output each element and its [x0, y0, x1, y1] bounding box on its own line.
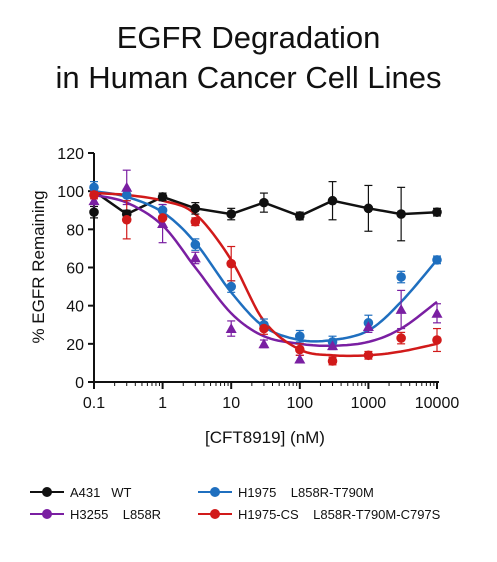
- y-tick-label-120: 120: [57, 146, 84, 163]
- series-0-point: [226, 209, 236, 219]
- x-tick-label-100: 100: [286, 395, 313, 412]
- y-tick-label-40: 40: [66, 299, 84, 316]
- legend-item-h1975-cs: H1975-CS L858R-T790M-C797S: [198, 505, 440, 523]
- series-0-point: [295, 211, 305, 221]
- chart-plot: 0 20 40 60 80 100 120 0.1 1 10 100 1000 10000 [CFT89…: [29, 146, 459, 447]
- series-1-point: [432, 255, 442, 265]
- series-2-point: [395, 303, 407, 314]
- series-0-point: [89, 207, 99, 217]
- x-tick-label-1000: 1000: [351, 395, 387, 412]
- x-tick-label-0.1: 0.1: [83, 395, 105, 412]
- legend-item-a431: A431 WT: [30, 483, 131, 501]
- series-2-point: [327, 340, 339, 351]
- series-1-point: [121, 190, 132, 200]
- series-2-point: [157, 218, 169, 229]
- series-3-point: [327, 356, 338, 366]
- series-3-point: [363, 350, 374, 361]
- series-3-point: [396, 333, 406, 343]
- series-3-point: [259, 323, 269, 334]
- series-1-point: [89, 182, 99, 193]
- legend-item-h3255: H3255 L858R: [30, 505, 161, 523]
- legend-marker-h3255: [30, 508, 64, 520]
- series-2-point: [189, 252, 201, 263]
- series-0-point: [259, 197, 269, 208]
- y-tick-label-20: 20: [66, 337, 84, 354]
- legend-item-h1975: H1975 L858R-T790M: [198, 483, 374, 501]
- series-3-point: [295, 344, 305, 355]
- series-2-point: [225, 323, 237, 333]
- series-3-point: [432, 335, 442, 345]
- chart-title: EGFR Degradation in Human Cancer Cell Li…: [0, 18, 497, 98]
- y-tick-label-100: 100: [57, 184, 84, 201]
- x-tick-label-10: 10: [222, 395, 240, 412]
- series-0-point: [327, 195, 338, 206]
- legend-marker-a431: [30, 486, 64, 498]
- data-points: [88, 181, 443, 366]
- y-tick-label-60: 60: [66, 261, 84, 278]
- series-2-point: [362, 321, 374, 332]
- series-1-point: [226, 281, 236, 292]
- series-0-point: [363, 203, 374, 214]
- series-3-point: [157, 213, 168, 223]
- series-0-point: [157, 192, 168, 202]
- series-2-point: [258, 338, 270, 349]
- series-0-point: [396, 209, 406, 219]
- legend-label-h1975-cs: H1975-CS L858R-T790M-C797S: [238, 506, 441, 522]
- series-1-point: [157, 205, 168, 216]
- series-3-point: [121, 214, 132, 225]
- y-tick-label-0: 0: [75, 375, 84, 392]
- series-2-point: [294, 353, 306, 364]
- series-1-point: [396, 272, 406, 282]
- series-2-point: [88, 195, 100, 206]
- chart-title-line-2: in Human Cancer Cell Lines: [55, 60, 442, 95]
- series-2-point: [121, 181, 133, 192]
- legend-label-h3255: H3255 L858R: [70, 506, 162, 522]
- legend-label-a431: A431 WT: [70, 484, 132, 500]
- legend-label-h1975: H1975 L858R-T790M: [238, 484, 374, 500]
- x-tick-label-1: 1: [158, 395, 167, 412]
- series-3-point: [226, 258, 236, 269]
- tick-labels: 0 20 40 60 80 100 120 0.1 1 10 100 1000 10000: [57, 146, 459, 412]
- series-1-point: [190, 239, 201, 250]
- series-0-point: [432, 207, 442, 217]
- legend-marker-h1975: [198, 486, 232, 498]
- legend-marker-h1975-cs: [198, 508, 232, 520]
- legend: A431 WT H1975 L858R-T790M H3255 L858R H1…: [30, 483, 490, 527]
- series-3-point: [190, 216, 201, 227]
- series-3-point: [89, 190, 99, 200]
- y-axis-label: % EGFR Remaining: [29, 190, 48, 343]
- series-2-curve: [93, 193, 438, 348]
- series-2-point: [431, 307, 443, 318]
- series-1-point: [295, 331, 305, 342]
- x-axis-label: [CFT8919] (nM): [205, 428, 325, 447]
- series-0-point: [190, 203, 201, 214]
- x-tick-label-10000: 10000: [415, 395, 460, 412]
- chart-title-line-1: EGFR Degradation: [116, 20, 381, 55]
- y-tick-label-80: 80: [66, 222, 84, 239]
